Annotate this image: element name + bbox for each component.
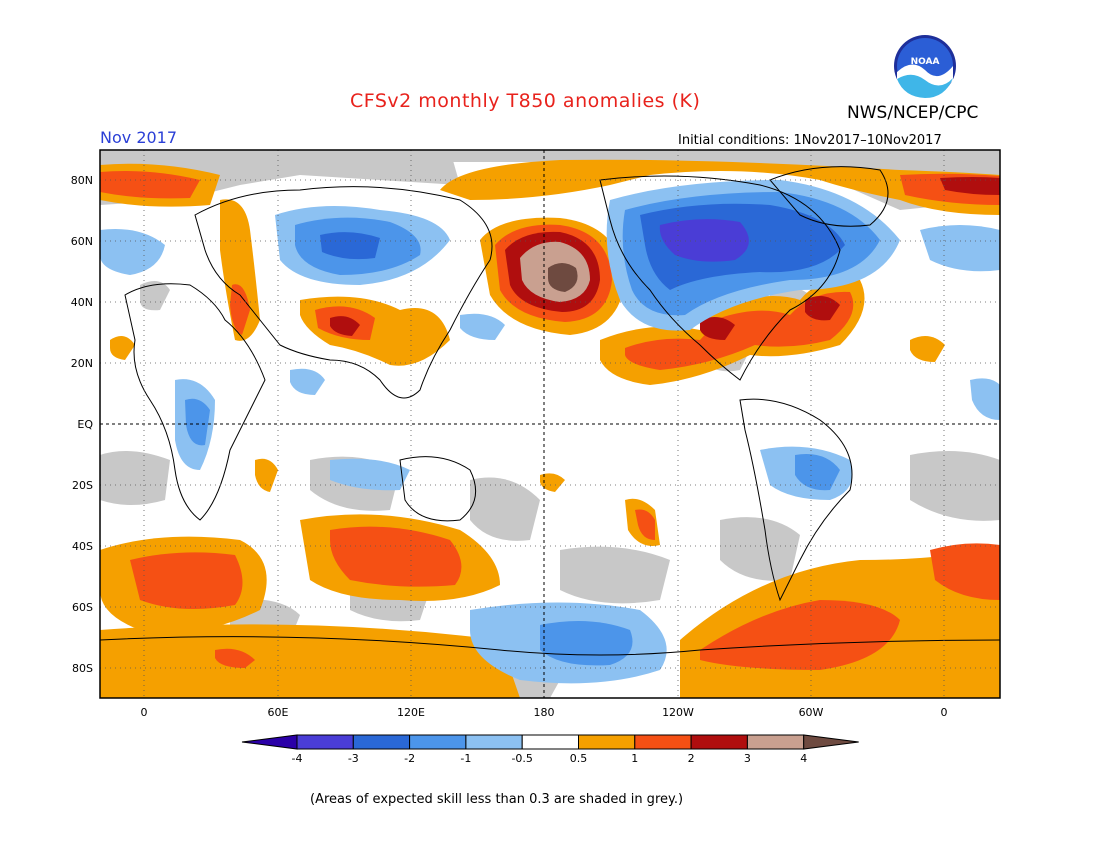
colorbar-label: 4 [800,752,807,765]
lat-label: EQ [77,418,93,431]
lon-label: 0 [141,706,148,719]
colorbar-label: 3 [744,752,751,765]
colorbar-segment [409,734,467,750]
month-label: Nov 2017 [100,128,178,147]
lon-label: 60E [268,706,289,719]
colorbar: -4 -3 -2 -1 -0.5 0.5 1 2 3 4 [241,734,859,765]
noaa-logo: NOAA [894,35,956,98]
coastlines [100,166,1000,656]
colorbar-segment [296,734,354,750]
lat-label: 80N [71,174,93,187]
lat-label: 80S [72,662,93,675]
lon-axis: 0 60E 120E 180 120W 60W 0 [141,706,948,719]
lon-label: 180 [534,706,555,719]
map-frame [99,149,1001,699]
colorbar-segment [465,734,523,750]
colorbar-segment [690,734,748,750]
page-title: CFSv2 monthly T850 anomalies (K) [350,90,701,112]
colorbar-segment [634,734,692,750]
colorbar-label: -3 [348,752,359,765]
map-field [100,150,1000,698]
colorbar-label: -0.5 [511,752,532,765]
logo-text: NOAA [911,57,940,67]
lat-axis: 80N 60N 40N 20N EQ 20S 40S 60S 80S [71,174,94,675]
colorbar-segment [578,734,636,750]
colorbar-label: -1 [460,752,471,765]
colorbar-label: 0.5 [570,752,588,765]
lon-label: 0 [941,706,948,719]
lat-label: 40N [71,296,93,309]
graticule [100,150,1000,698]
lon-label: 60W [799,706,824,719]
colorbar-max-arrow [803,734,859,750]
lat-label: 60N [71,235,93,248]
cool-anomalies [100,180,1000,684]
lat-label: 20S [72,479,93,492]
lon-label: 120E [397,706,425,719]
lon-label: 120W [662,706,694,719]
warm-anomalies [100,159,1000,698]
lat-label: 60S [72,601,93,614]
agency-label: NWS/NCEP/CPC [847,103,979,123]
colorbar-label: -4 [292,752,303,765]
lat-label: 40S [72,540,93,553]
footnote: (Areas of expected skill less than 0.3 a… [310,792,684,807]
colorbar-segment [352,734,411,750]
colorbar-min-arrow [241,734,298,750]
colorbar-segment [746,734,805,750]
colorbar-segment [521,734,580,750]
colorbar-label: -2 [404,752,415,765]
colorbar-label: 1 [631,752,638,765]
lat-label: 20N [71,357,93,370]
reference-lines [100,150,1000,698]
colorbar-label: 2 [688,752,695,765]
initial-conditions: Initial conditions: 1Nov2017–10Nov2017 [678,133,942,148]
